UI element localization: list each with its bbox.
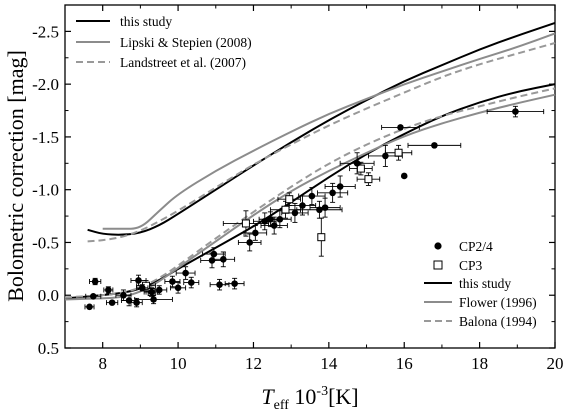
plot-frame	[64, 4, 556, 349]
y-tick-label: -1.5	[32, 128, 59, 147]
x-tick-label: 8	[98, 354, 107, 373]
legend-bottom: CP2/4 CP3 this study Flower (1996) Balon…	[424, 239, 537, 329]
cp3-point	[241, 219, 250, 228]
x-tick-label: 14	[320, 354, 338, 373]
cp24-point	[138, 284, 146, 292]
cp24-point	[276, 215, 284, 223]
cp3-point	[317, 233, 326, 242]
legend-top: this study Lipski & Stepien (2008) Lands…	[76, 14, 252, 70]
y-tick-label: -2.5	[32, 22, 59, 41]
cp3-point	[281, 205, 290, 214]
legend-top-label-1: Lipski & Stepien (2008)	[120, 35, 252, 50]
cp24-point	[353, 160, 361, 167]
cp24-point	[86, 303, 93, 311]
legend-bottom-label-3: Flower (1996)	[459, 295, 537, 310]
cp24-point	[308, 192, 316, 200]
cp24-point	[210, 250, 218, 258]
cp24-point	[316, 206, 323, 214]
curve-upper-2	[87, 42, 556, 243]
cp24-point	[246, 239, 253, 246]
x-axis-title-main: T	[261, 384, 275, 409]
cp24-point	[252, 229, 259, 237]
cp24-point	[261, 218, 269, 225]
curve-lower-5	[64, 87, 556, 299]
cp24-point	[169, 278, 176, 285]
x-tick-label: 10	[170, 354, 187, 373]
cp24-point	[135, 277, 142, 284]
y-tick-label: 0.5	[38, 339, 59, 358]
legend-bottom-label-0: CP2/4	[459, 239, 493, 254]
cp24-point	[174, 284, 182, 292]
y-tick-label: -0.5	[32, 233, 59, 252]
legend-bottom-swatch-cp24	[434, 242, 442, 250]
x-axis-title-subscript: eff	[274, 398, 290, 413]
cp24-point	[216, 281, 223, 288]
x-axis-title-unit: [K]	[328, 384, 359, 409]
x-axis-title-superscript: -3	[316, 384, 328, 399]
cp24-point	[89, 292, 97, 300]
cp24-point	[382, 152, 389, 160]
cp24-point	[182, 269, 189, 277]
cp24-point	[329, 189, 336, 197]
ticks-layer: 8 10 12 14 16 18 20 0.5 0.0 -0.5 -1.0 -1.5 -2.0 -2.5	[32, 4, 564, 373]
x-axis-title: Teff 10-3[K]	[261, 384, 358, 413]
cp24-point	[397, 124, 404, 131]
cp24-point	[105, 286, 112, 294]
cp3-point	[394, 148, 403, 157]
legend-bottom-swatch-cp3	[433, 260, 443, 270]
cp24-point	[512, 108, 519, 115]
cp24-point	[108, 299, 116, 306]
x-axis-title-rest: 10	[289, 384, 317, 409]
y-tick-label: -2.0	[32, 75, 59, 94]
x-tick-label: 16	[396, 354, 413, 373]
cp24-point	[321, 204, 329, 211]
cp3-point	[364, 175, 373, 184]
cp24-point	[231, 280, 238, 287]
cp24-point	[187, 279, 195, 286]
legend-bottom-label-1: CP3	[459, 258, 483, 273]
cp3-point	[285, 195, 294, 204]
points-layer	[84, 105, 545, 311]
legend-bottom-label-2: this study	[459, 276, 511, 291]
legend-top-label-0: this study	[120, 14, 172, 29]
cp24-point	[150, 296, 157, 303]
cp24-point	[270, 222, 278, 229]
x-tick-label: 18	[471, 354, 488, 373]
cp24-point	[431, 142, 438, 149]
x-tick-label: 12	[245, 354, 262, 373]
y-axis-title: Bolometric correction [mag]	[3, 50, 28, 302]
cp24-point	[220, 256, 227, 263]
cp24-point	[155, 286, 163, 294]
legend-top-label-2: Landstreet et al. (2007)	[120, 55, 246, 70]
y-tick-label: 0.0	[38, 286, 59, 305]
cp24-point	[120, 291, 127, 299]
x-tick-label: 20	[547, 354, 564, 373]
cp24-point	[400, 172, 408, 180]
curve-upper-1	[102, 32, 556, 230]
curve-upper-0	[87, 21, 556, 236]
cp24-point	[299, 202, 306, 209]
y-tick-label: -1.0	[32, 181, 59, 200]
cp24-point	[91, 278, 99, 285]
cp24-point	[336, 183, 344, 190]
legend-bottom-label-4: Balona (1994)	[459, 314, 537, 329]
